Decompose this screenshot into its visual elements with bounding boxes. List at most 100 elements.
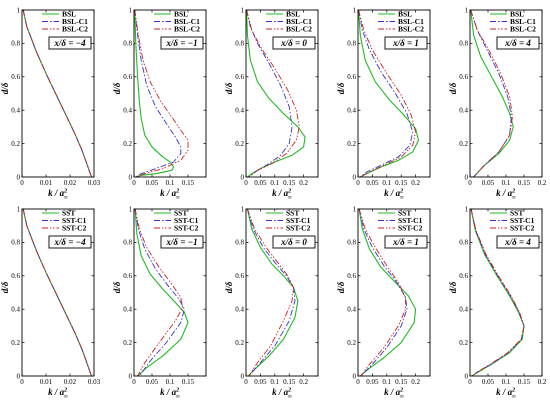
x-tick-label: 0	[244, 378, 248, 386]
series-line-bsl	[246, 9, 306, 178]
plot-frame	[245, 208, 319, 377]
series-line-bsl-c2	[246, 9, 300, 178]
x-axis-label-sup: 2	[511, 388, 515, 394]
series-line-sst-c1	[134, 208, 185, 377]
series-line-bsl-c2	[134, 9, 189, 178]
x-axis-label-main: k / a	[384, 188, 401, 198]
x-tick-label: 0.02	[64, 378, 77, 386]
x-tick-label: 0.1	[382, 179, 391, 187]
y-tick-label: 0.2	[347, 339, 356, 347]
panel-title-box	[384, 235, 428, 249]
x-tick-label: 0.15	[518, 179, 531, 187]
y-tick-label: 0.6	[459, 272, 468, 280]
legend-label: BSL	[62, 10, 76, 19]
x-axis-label-main: k / a	[48, 387, 65, 397]
series-line-sst	[246, 208, 299, 377]
x-tick-label: 0.15	[395, 378, 408, 386]
legend-label: BSL-C2	[398, 25, 424, 34]
y-tick-label: 0.6	[235, 272, 244, 280]
x-tick-label: 0	[356, 378, 360, 386]
y-tick-label: 0.2	[459, 339, 468, 347]
chart-panel-2-2: 0 0.05 0.1 0.15 0 0.2 0.4 0.6 0.8 1 SSTSST-C1SST-C…	[112, 205, 207, 400]
x-axis-label: k / a2 ∞	[160, 188, 181, 201]
x-tick-label: 0.03	[88, 378, 101, 386]
legend-label: BSL	[510, 10, 524, 19]
legend-label: BSL	[174, 10, 188, 19]
x-tick-label: 0	[468, 378, 472, 386]
y-tick-label: 0	[129, 372, 133, 380]
x-tick-label: 0.02	[64, 179, 77, 187]
legend-label: BSL-C2	[510, 25, 536, 34]
series-line-sst	[358, 208, 417, 377]
series-line-sst-c2	[358, 208, 406, 377]
plot-frame	[469, 208, 543, 377]
y-tick-label: 0.4	[347, 306, 356, 314]
panel-title: x/δ = 0	[280, 237, 307, 247]
series-line-sst	[22, 208, 93, 377]
x-tick-label: 0.15	[395, 179, 408, 187]
panel-title: x/δ = −1	[165, 38, 197, 48]
y-tick-label: 0.6	[11, 73, 20, 81]
y-tick-label: 0.4	[123, 306, 132, 314]
x-axis-label-sup: 2	[399, 388, 403, 394]
x-tick-label: 0	[20, 378, 24, 386]
x-tick-label: 0.15	[518, 378, 531, 386]
chart-panel-1-1: 0 0.01 0.02 0.03 0 0.2 0.4 0.6 0.8 1 BSLBSL-C1BSL-…	[0, 6, 101, 201]
y-tick-label: 0.8	[347, 40, 356, 48]
series-line-sst-c2	[134, 208, 184, 377]
panel-title: x/δ = 1	[392, 38, 419, 48]
y-tick-label: 0.2	[123, 140, 132, 148]
x-axis-label-sub: ∞	[64, 394, 69, 400]
y-tick-label: 0.2	[347, 140, 356, 148]
y-tick-label: 0.6	[347, 272, 356, 280]
x-tick-label: 0	[356, 179, 360, 187]
series-line-bsl-c1	[358, 9, 414, 178]
y-tick-label: 0.2	[11, 339, 20, 347]
y-tick-label: 1	[465, 6, 469, 14]
x-axis-label-sub: ∞	[64, 195, 69, 201]
y-tick-label: 1	[465, 205, 469, 213]
y-axis-label: d/δ	[112, 281, 122, 293]
y-tick-label: 0	[465, 372, 469, 380]
legend-label: BSL-C2	[174, 25, 200, 34]
series-line-sst-c2	[22, 208, 93, 377]
panel-title-box	[160, 235, 204, 249]
plot-frame	[469, 9, 543, 178]
x-axis-label-sup: 2	[287, 388, 291, 394]
plot-frame	[133, 208, 207, 377]
y-tick-label: 0.8	[11, 40, 20, 48]
y-tick-label: 0.4	[347, 107, 356, 115]
y-tick-label: 0.8	[11, 239, 20, 247]
series-line-bsl-c1	[22, 9, 93, 178]
x-axis-label-sub: ∞	[400, 195, 405, 201]
y-tick-label: 0.2	[235, 339, 244, 347]
series-line-bsl-c1	[246, 9, 293, 178]
x-axis-label-sup: 2	[287, 189, 291, 195]
x-tick-label: 0.05	[146, 179, 159, 187]
panel-title: x/δ = 1	[392, 237, 419, 247]
legend-label: SST-C2	[398, 224, 423, 233]
legend-label: SST-C1	[398, 216, 423, 225]
legend-label: BSL-C1	[62, 17, 88, 26]
y-tick-label: 1	[17, 6, 21, 14]
y-tick-label: 0.4	[459, 107, 468, 115]
x-tick-label: 0.1	[166, 179, 175, 187]
series-line-bsl-c1	[134, 9, 182, 178]
x-axis-label: k / a2 ∞	[272, 387, 293, 400]
y-tick-label: 0.6	[347, 73, 356, 81]
x-axis-label-sup: 2	[175, 189, 179, 195]
legend-label: SST-C2	[62, 224, 87, 233]
legend-label: SST-C2	[174, 224, 199, 233]
legend-label: BSL-C2	[62, 25, 88, 34]
y-tick-label: 0.6	[123, 272, 132, 280]
y-tick-label: 0.8	[235, 40, 244, 48]
panel-title: x/δ = −1	[165, 237, 197, 247]
x-axis-label: k / a2 ∞	[496, 387, 517, 400]
